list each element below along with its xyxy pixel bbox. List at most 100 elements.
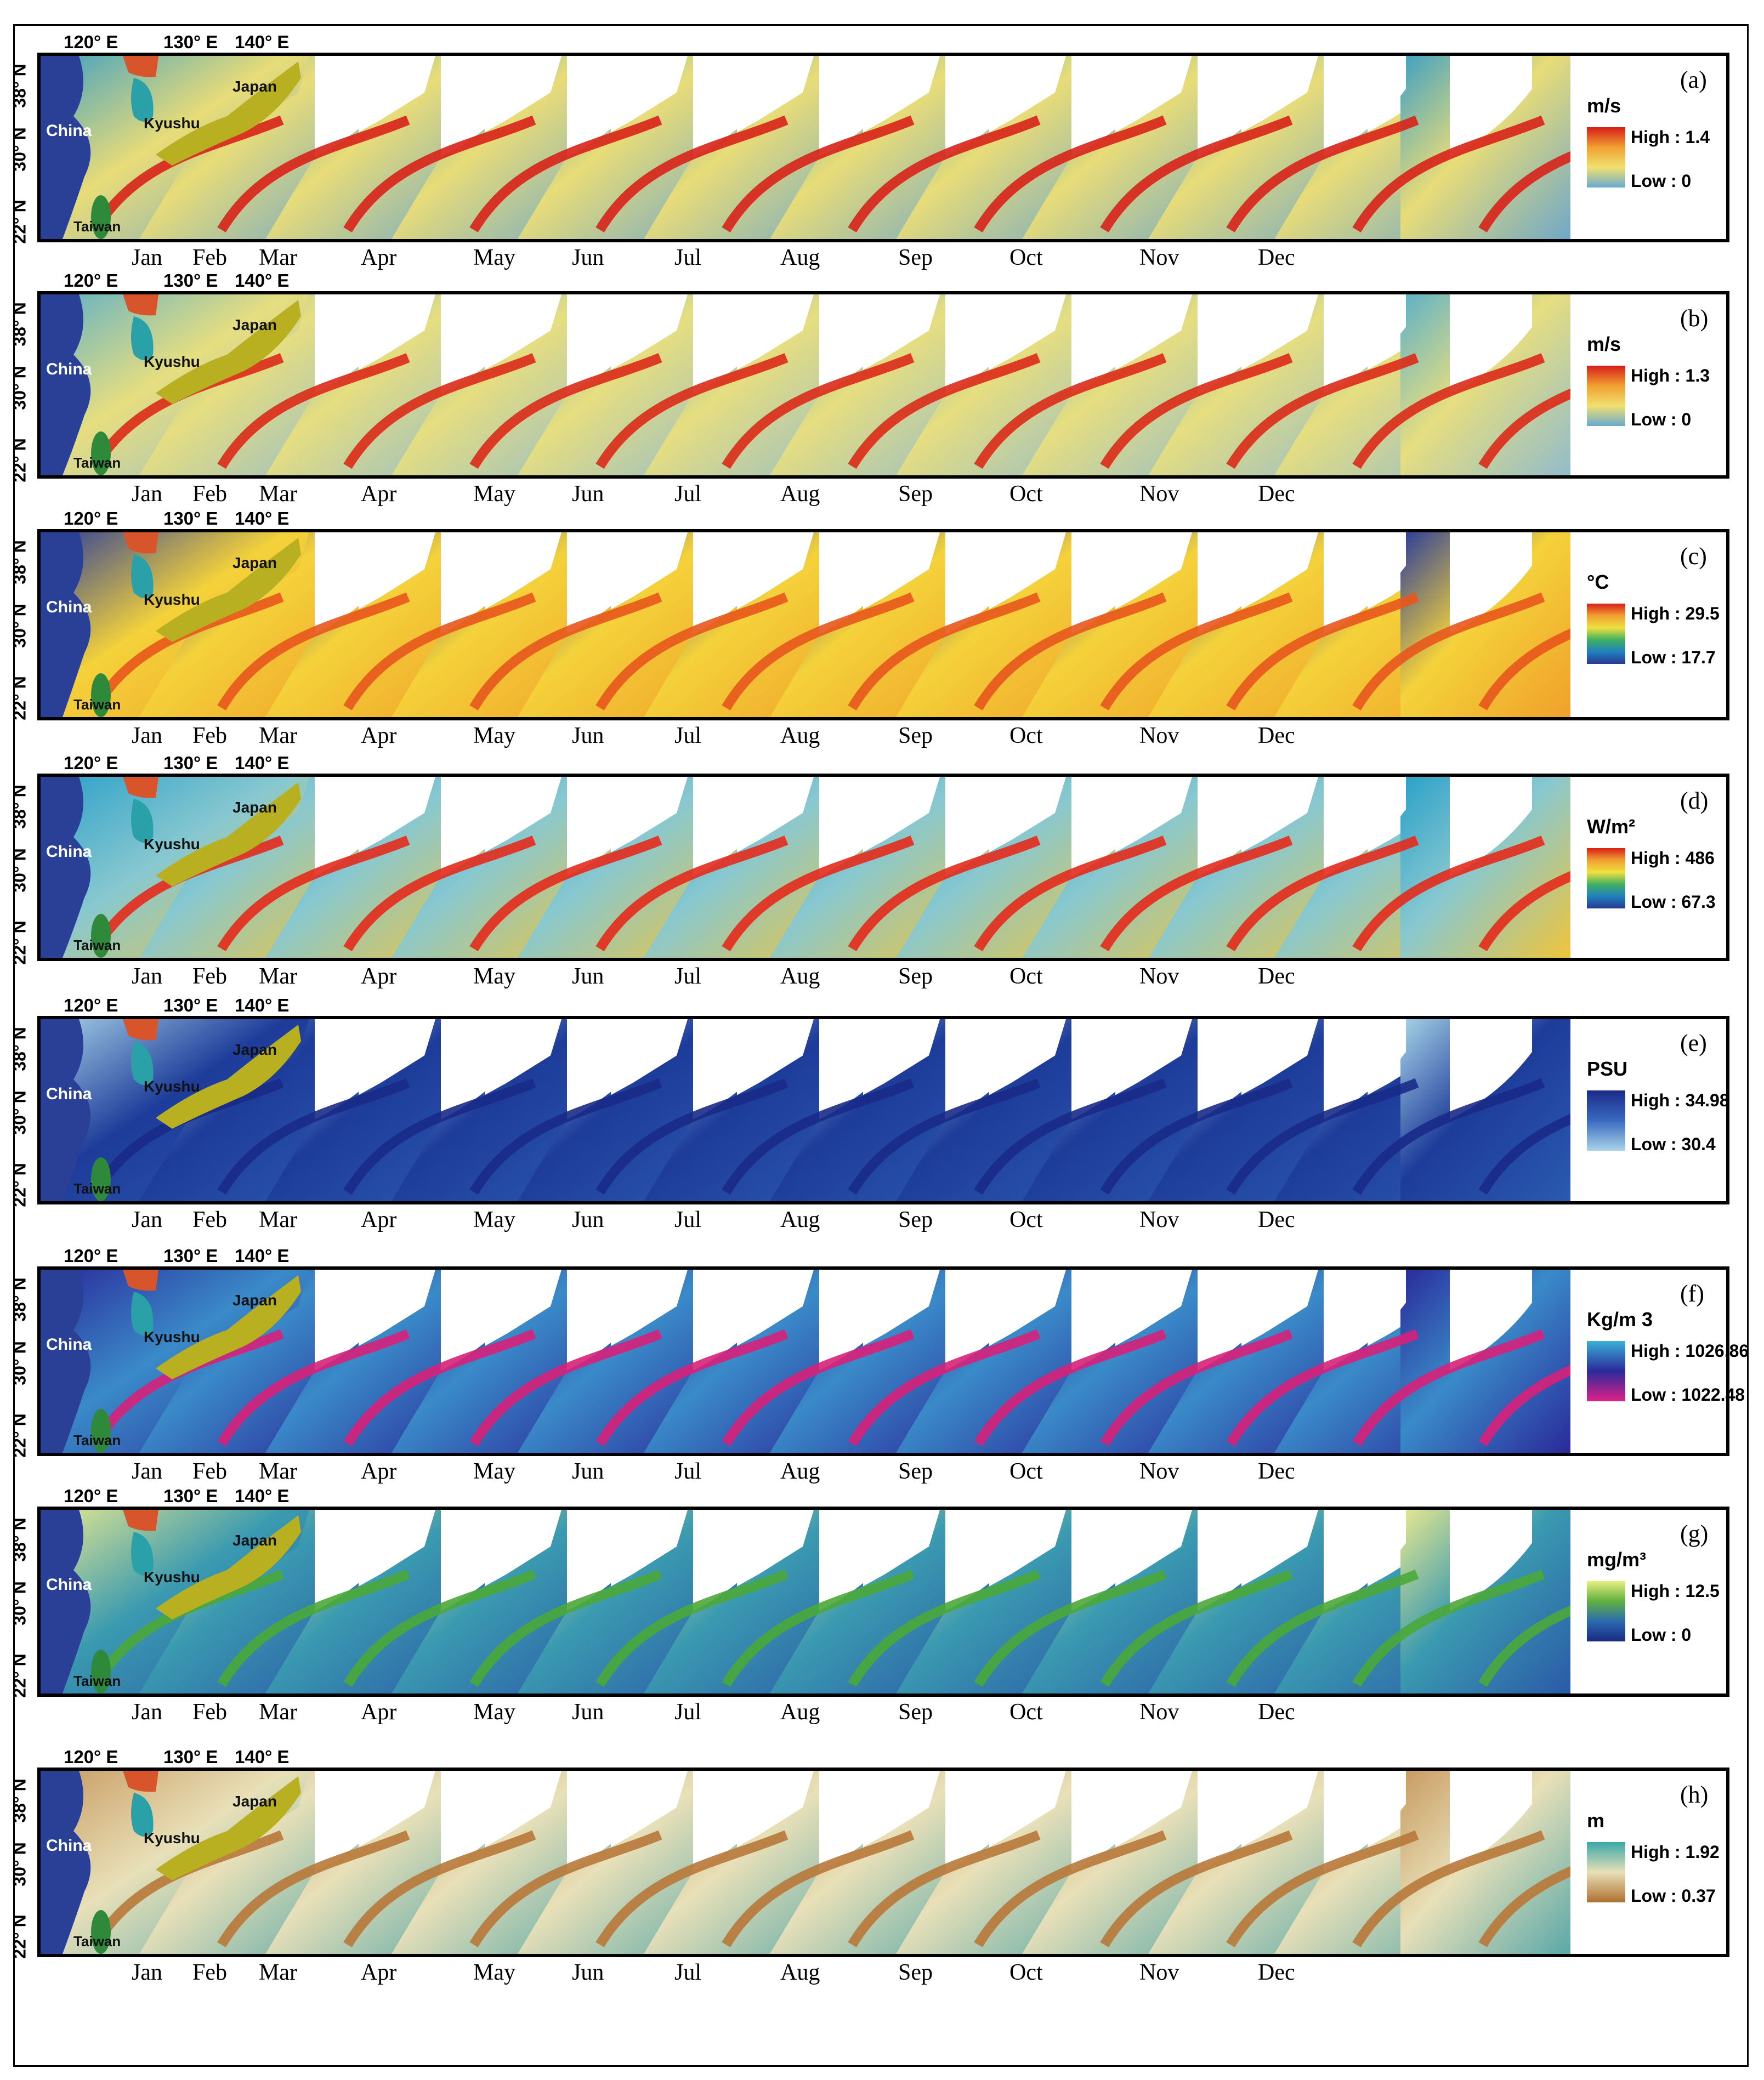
current-band <box>469 1830 662 1947</box>
current-band <box>722 115 915 232</box>
month-label: Feb <box>192 481 227 507</box>
month-label: May <box>473 964 515 989</box>
lon-label: 140° E <box>235 995 290 1015</box>
china-land <box>41 1019 91 1201</box>
month-label: Jan <box>132 1207 162 1232</box>
figure-frame <box>13 24 1749 2067</box>
legend-unit: Kg/m 3 <box>1587 1308 1653 1331</box>
month-label: Mar <box>259 245 297 270</box>
current-band <box>1352 1830 1545 1947</box>
mask-region <box>819 1270 901 1371</box>
month-label: Jul <box>674 723 702 748</box>
mask-region <box>945 532 1028 634</box>
place-japan: Japan <box>232 1292 277 1309</box>
panel-e: China Kyushu Japan Taiwan (e) PSU High : 34.98… <box>37 1016 1729 1204</box>
current-band <box>974 836 1167 952</box>
mask-region <box>1198 1019 1280 1119</box>
lat-label: 30° N <box>9 1341 30 1385</box>
legend-low: Low : 0 <box>1631 1625 1692 1645</box>
lat-label: 30° N <box>9 1581 30 1626</box>
month-label: May <box>473 1207 515 1232</box>
mask-region <box>693 1510 775 1611</box>
place-china: China <box>46 122 92 140</box>
mask-region <box>1324 532 1406 634</box>
month-label: Dec <box>1258 1960 1295 1985</box>
month-label: Jun <box>572 964 604 989</box>
lon-label: 140° E <box>235 1246 290 1266</box>
mask-region <box>1071 777 1154 877</box>
lat-label: 30° N <box>9 127 30 172</box>
mask-region <box>1450 56 1532 157</box>
mask-region <box>1071 1771 1154 1872</box>
month-label: Oct <box>1009 1207 1043 1232</box>
legend-low: Low : 0 <box>1631 171 1692 191</box>
korea-land <box>131 554 154 598</box>
current-band <box>1226 115 1419 232</box>
japan-land <box>156 1275 301 1379</box>
lat-label: 22° N <box>9 1163 30 1207</box>
legend-colorbar <box>1587 366 1625 426</box>
current-band <box>343 1830 536 1947</box>
legend-low: Low : 17.7 <box>1631 647 1716 667</box>
current-band <box>217 1830 410 1947</box>
month-label: Jan <box>132 1960 162 1985</box>
mask-region <box>1071 1510 1154 1611</box>
panel-label: (b) <box>1680 305 1709 332</box>
korea-land <box>131 316 154 360</box>
legend-colorbar <box>1587 1090 1625 1151</box>
lat-label: 22° N <box>9 1914 30 1959</box>
current-band <box>1226 353 1419 469</box>
mask-region <box>1450 777 1532 877</box>
month-label: Jun <box>572 481 604 507</box>
current-band <box>469 353 662 469</box>
lon-label: 120° E <box>64 753 118 773</box>
mask-region <box>819 56 901 157</box>
lon-label: 140° E <box>235 32 290 52</box>
current-band <box>343 836 536 952</box>
legend-low: Low : 30.4 <box>1631 1134 1716 1154</box>
lat-label: 30° N <box>9 1842 30 1886</box>
mask-region <box>441 1019 523 1119</box>
mask-region <box>1324 777 1406 877</box>
current-band <box>848 115 1041 232</box>
current-band <box>722 1830 915 1947</box>
mask-region <box>1071 294 1154 394</box>
lon-label: 140° E <box>235 1486 290 1506</box>
legend-low: Low : 0 <box>1631 410 1692 429</box>
mask-region <box>1071 1270 1154 1371</box>
current-band <box>1352 592 1545 711</box>
nk-land <box>123 777 158 798</box>
lon-label: 140° E <box>235 508 290 528</box>
mask-region <box>1450 1019 1532 1119</box>
mask-region <box>1450 1771 1532 1872</box>
current-band <box>469 836 662 952</box>
japan-land <box>156 300 301 404</box>
place-japan: Japan <box>232 799 277 816</box>
mask-region <box>1198 1510 1280 1611</box>
current-band <box>1226 1078 1419 1195</box>
month-label: Nov <box>1139 1207 1179 1232</box>
current-band <box>722 353 915 469</box>
current-band <box>217 1569 410 1687</box>
mask-region <box>1324 1270 1406 1371</box>
current-band <box>595 1329 789 1446</box>
taiwan-land <box>91 1910 111 1954</box>
place-taiwan: Taiwan <box>73 454 121 471</box>
place-china: China <box>46 598 92 616</box>
lon-label: 140° E <box>235 753 290 773</box>
place-taiwan: Taiwan <box>73 1432 121 1448</box>
taiwan-land <box>91 1409 111 1453</box>
current-band <box>1352 1569 1545 1687</box>
taiwan-land <box>91 1650 111 1693</box>
place-taiwan: Taiwan <box>73 937 121 953</box>
china-land <box>41 532 91 717</box>
month-label: Sep <box>898 1207 933 1232</box>
month-label: Apr <box>361 1960 397 1985</box>
current-band <box>974 353 1167 469</box>
month-label: Jun <box>572 723 604 748</box>
lon-label: 120° E <box>64 1486 118 1506</box>
mask-region <box>315 294 397 394</box>
mask-region <box>1324 1019 1406 1119</box>
mask-region <box>1198 777 1280 877</box>
current-band <box>217 115 410 232</box>
